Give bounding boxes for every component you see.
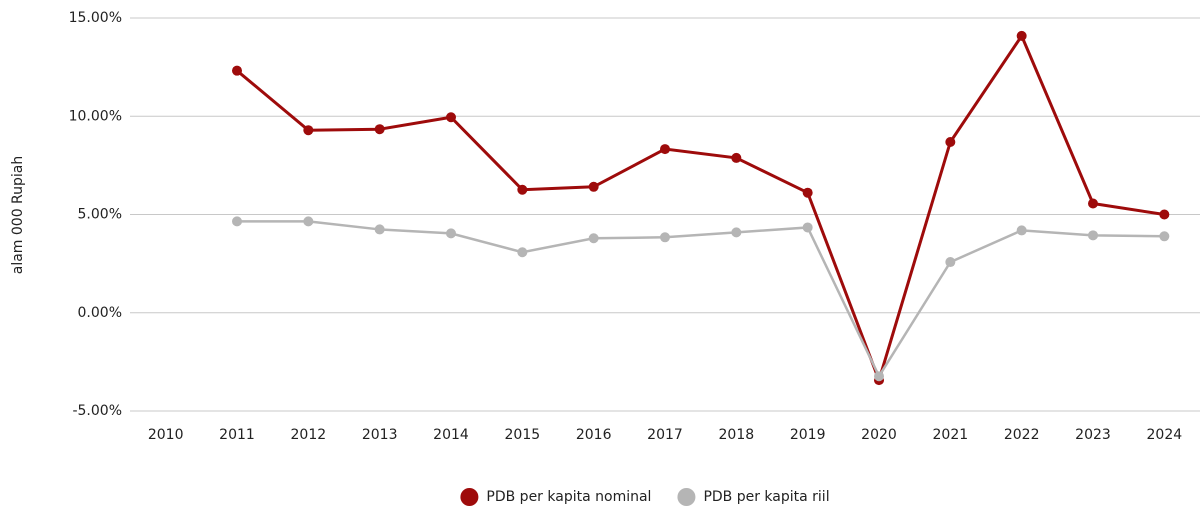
x-tick-label: 2024 <box>1147 427 1183 443</box>
data-point <box>945 136 956 147</box>
data-point <box>1159 209 1170 220</box>
y-tick-label: 5.00% <box>78 207 122 223</box>
legend-marker <box>677 488 696 506</box>
x-tick-label: 2020 <box>861 427 897 443</box>
data-point <box>802 187 813 198</box>
data-point <box>1159 231 1170 242</box>
series-line <box>237 220 1165 379</box>
data-point <box>1016 225 1027 236</box>
data-point <box>874 371 884 382</box>
y-tick-label: 0.00% <box>78 305 122 321</box>
y-axis-label: alam 000 Rupiah <box>10 156 26 275</box>
data-point <box>374 224 385 235</box>
data-point <box>945 257 956 268</box>
y-tick-label: 10.00% <box>69 108 122 124</box>
x-tick-label: 2018 <box>719 427 755 443</box>
data-point <box>660 144 670 155</box>
data-point <box>588 233 599 244</box>
x-tick-label: 2011 <box>219 427 255 443</box>
data-point <box>731 227 742 238</box>
x-tick-label: 2016 <box>576 427 612 443</box>
x-tick-label: 2022 <box>1004 427 1040 443</box>
x-tick-label: 2017 <box>647 427 683 443</box>
data-point <box>232 65 242 76</box>
legend-marker <box>460 488 479 506</box>
data-point <box>303 216 314 227</box>
data-point <box>1088 198 1098 209</box>
data-point <box>374 124 385 135</box>
x-tick-label: 2010 <box>148 427 184 443</box>
data-point <box>731 152 742 163</box>
data-point <box>588 181 599 192</box>
data-point <box>802 222 813 233</box>
data-point <box>517 247 528 258</box>
x-tick-label: 2013 <box>362 427 398 443</box>
legend-label: PDB per kapita nominal <box>486 489 651 505</box>
legend-label: PDB per kapita riil <box>703 489 829 505</box>
data-point <box>303 125 314 136</box>
data-point <box>1088 230 1098 241</box>
x-tick-label: 2014 <box>433 427 469 443</box>
x-tick-label: 2021 <box>933 427 969 443</box>
x-tick-label: 2012 <box>291 427 327 443</box>
legend: PDB per kapita nominal PDB per kapita rii… <box>460 488 830 506</box>
x-tick-label: 2023 <box>1075 427 1111 443</box>
series-line <box>236 32 1165 385</box>
data-point <box>446 228 456 239</box>
y-tick-label: -5.00% <box>72 403 122 419</box>
y-tick-label: 15.00% <box>69 10 122 26</box>
x-tick-label: 2015 <box>505 427 541 443</box>
data-point <box>232 216 242 227</box>
data-point <box>517 184 528 195</box>
data-point <box>660 232 670 243</box>
x-tick-label: 2019 <box>790 427 826 443</box>
data-point <box>446 112 456 123</box>
data-point <box>1016 30 1027 41</box>
